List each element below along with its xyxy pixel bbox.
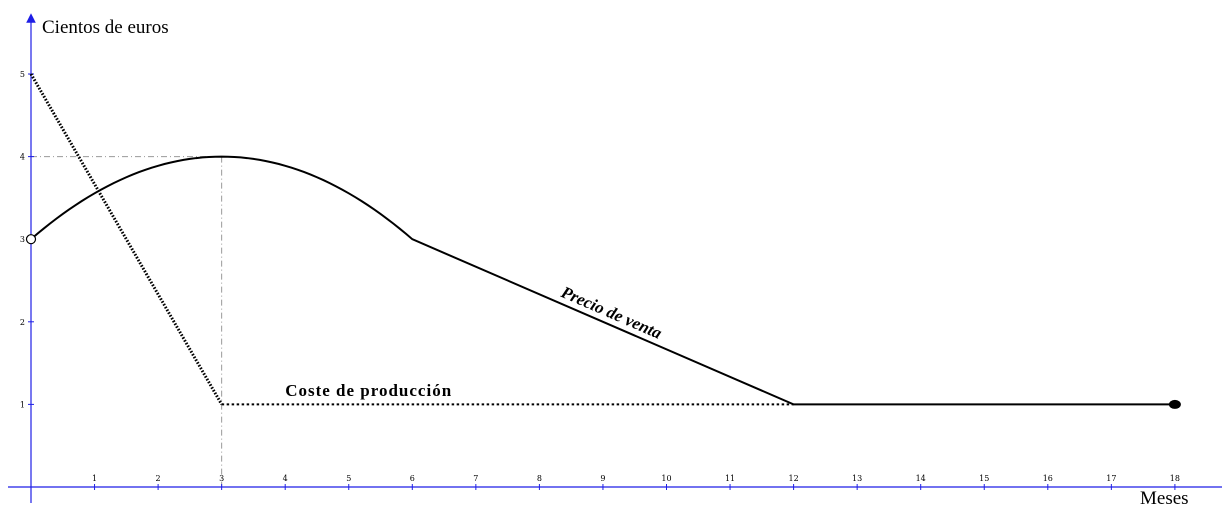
guide-lines <box>31 156 223 487</box>
x-tick-label: 15 <box>979 474 989 483</box>
x-tick-label: 3 <box>219 474 224 483</box>
annotation-precio-de-venta: Precio de venta <box>557 282 665 343</box>
x-tick-label: 8 <box>537 474 542 483</box>
x-tick-label: 2 <box>156 474 161 483</box>
y-tick-label: 2 <box>20 318 25 327</box>
x-tick-label: 18 <box>1170 474 1180 483</box>
filled-point-marker <box>1168 399 1181 409</box>
x-axis-title: Meses <box>1140 488 1189 506</box>
y-tick-label: 1 <box>20 400 25 409</box>
y-axis-title: Cientos de euros <box>42 17 169 38</box>
open-point-marker <box>25 234 37 245</box>
series-precio-de-venta <box>30 155 1175 406</box>
x-tick-label: 14 <box>916 474 926 483</box>
x-tick-label: 6 <box>410 474 415 483</box>
series-coste-diagonal <box>29 73 223 406</box>
x-tick-label: 1 <box>92 474 97 483</box>
x-tick-label: 12 <box>789 474 799 483</box>
series <box>25 73 1181 409</box>
x-tick-label: 17 <box>1106 474 1116 483</box>
x-tick-label: 11 <box>725 474 735 483</box>
annotation-coste-de-produccion: Coste de producción <box>285 381 452 400</box>
x-tick-label: 13 <box>852 474 862 483</box>
y-tick-label: 4 <box>20 153 25 162</box>
x-tick-label: 7 <box>473 474 478 483</box>
x-tick-label: 10 <box>661 474 671 483</box>
x-tick-label: 9 <box>600 474 605 483</box>
x-tick-label: 16 <box>1043 474 1053 483</box>
axes <box>8 13 1222 503</box>
y-tick-label: 5 <box>20 70 25 79</box>
labels: Cientos de euros Meses Coste de producci… <box>42 17 1189 506</box>
y-tick-label: 3 <box>20 235 25 244</box>
x-tick-label: 5 <box>346 474 351 483</box>
x-tick-label: 4 <box>283 474 288 483</box>
